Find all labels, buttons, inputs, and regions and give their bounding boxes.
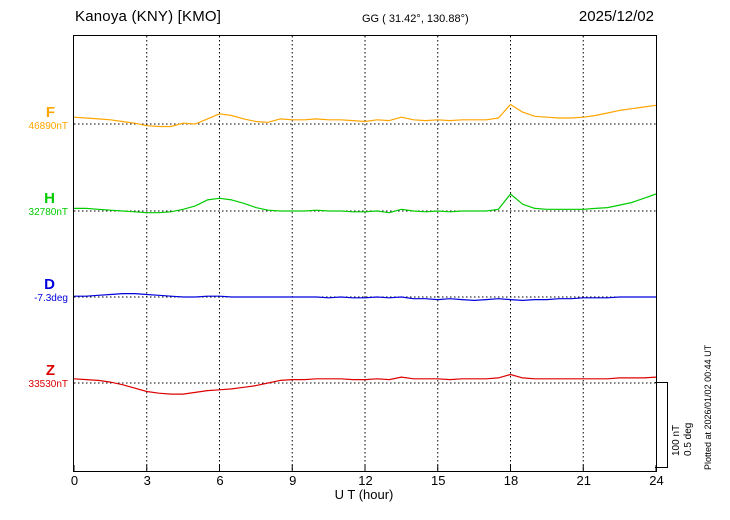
trace-label-h: H 32780nT — [0, 190, 68, 219]
trace-H — [74, 193, 656, 214]
plot-date: 2025/12/02 — [578, 8, 654, 25]
x-tick-label: 9 — [289, 473, 297, 488]
scale-bracket — [655, 382, 668, 468]
x-tick-label: 18 — [503, 473, 519, 488]
x-tick-label: 15 — [431, 473, 446, 488]
station-title: Kanoya (KNY) [KMO] — [75, 8, 222, 25]
scale-label-deg: 0.5 deg — [683, 422, 694, 456]
scale-label-nt: 100 nT — [671, 424, 682, 456]
x-tick-label: 21 — [576, 473, 591, 488]
trace-Z — [74, 373, 656, 395]
geographic-coords: GG ( 31.42°, 130.88°) — [362, 13, 469, 25]
x-tick-label: 6 — [216, 473, 224, 488]
trace-label-d: D -7.3deg — [0, 276, 68, 305]
baseline-value-d: -7.3deg — [34, 293, 68, 304]
plot-area — [73, 35, 657, 472]
x-axis-label: U T (hour) — [334, 487, 394, 502]
x-tick-label: 12 — [358, 473, 373, 488]
x-tick-label: 3 — [143, 473, 151, 488]
baseline-value-z: 33530nT — [28, 379, 68, 390]
x-tick-label: 24 — [649, 473, 664, 488]
component-letter-h: H — [44, 190, 55, 207]
trace-F — [74, 103, 656, 128]
trace-D — [74, 293, 656, 301]
trace-label-z: Z 33530nT — [0, 362, 68, 391]
plotted-at-note: Plotted at 2026/01/02 00:44 UT — [703, 344, 713, 470]
x-tick-label: 0 — [70, 473, 79, 488]
baseline-value-h: 32780nT — [28, 207, 68, 218]
scale-labels: 100 nT 0.5 deg — [671, 423, 695, 456]
component-letter-d: D — [44, 276, 55, 293]
magnetogram-plot — [74, 36, 656, 471]
component-letter-z: Z — [45, 362, 55, 379]
trace-label-f: F 46890nT — [0, 104, 68, 133]
component-letter-f: F — [45, 104, 55, 121]
baseline-value-f: 46890nT — [28, 121, 68, 132]
